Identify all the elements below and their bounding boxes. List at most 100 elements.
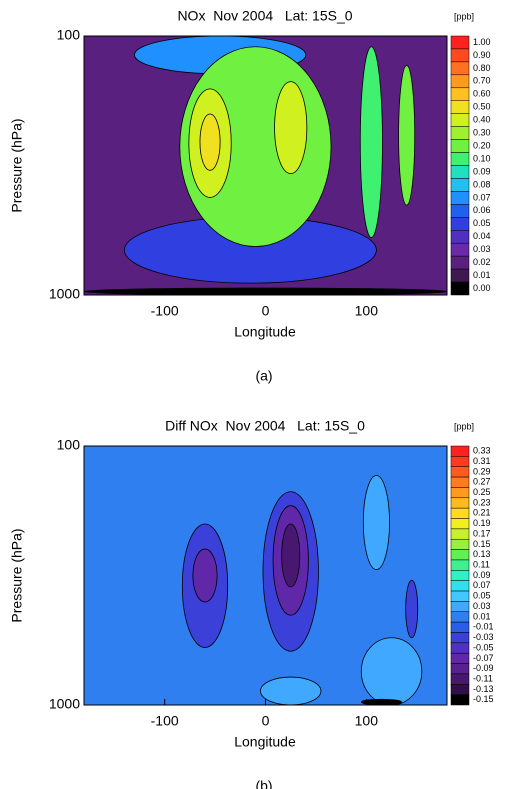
colorbar-label: 0.02 xyxy=(473,257,491,267)
colorbar-label: 0.11 xyxy=(473,560,490,570)
colorbar-label: 0.08 xyxy=(473,179,491,189)
contour-region xyxy=(405,579,419,639)
x-tick-label: 0 xyxy=(262,303,270,319)
colorbar-swatch xyxy=(450,35,470,50)
y-axis-label: Pressure (hPa) xyxy=(9,118,25,212)
colorbar-swatch xyxy=(450,100,470,114)
colorbar-swatch xyxy=(450,139,470,153)
x-tick-label: 0 xyxy=(262,713,270,729)
colorbar-label: 0.60 xyxy=(473,89,491,99)
x-tick-label: -100 xyxy=(151,303,179,319)
colorbar-swatch xyxy=(450,217,470,231)
colorbar-swatch xyxy=(450,113,470,127)
colorbar-label: 0.29 xyxy=(473,466,491,476)
colorbar-label: 0.00 xyxy=(473,283,491,293)
colorbar-label: 0.21 xyxy=(473,508,491,518)
colorbar-swatch xyxy=(450,580,470,592)
colorbar-label: -0.15 xyxy=(473,694,494,704)
chart-title: Diff NOx Nov 2004 Lat: 15S_0 xyxy=(165,418,365,434)
contour-region xyxy=(360,698,403,705)
colorbar-label: -0.13 xyxy=(473,684,494,694)
contour-region xyxy=(359,46,383,238)
colorbar-label: 0.20 xyxy=(473,140,491,150)
contour-region xyxy=(362,475,390,570)
colorbar-swatch xyxy=(450,549,470,561)
colorbar-label: 0.09 xyxy=(473,570,491,580)
colorbar-swatch xyxy=(450,590,470,602)
contours xyxy=(181,475,423,705)
y-tick-label: 1000 xyxy=(49,696,80,712)
y-tick-label: 100 xyxy=(57,437,81,453)
caption: (b) xyxy=(255,778,272,789)
colorbar-label: -0.03 xyxy=(473,632,494,642)
y-axis-label: Pressure (hPa) xyxy=(9,528,25,622)
colorbar-swatch xyxy=(450,230,470,244)
colorbar-label: 0.27 xyxy=(473,477,491,487)
colorbar-swatch xyxy=(450,126,470,140)
contour-region xyxy=(360,637,423,705)
colorbar-label: 0.23 xyxy=(473,497,491,507)
colorbar-label: 0.03 xyxy=(473,601,491,611)
colorbar-unit: [ppb] xyxy=(454,11,474,21)
colorbar-label: 0.10 xyxy=(473,153,491,163)
contour-region xyxy=(260,676,322,705)
colorbar-label: 0.90 xyxy=(473,50,491,60)
colorbar-label: 0.04 xyxy=(473,231,491,241)
colorbar-swatch xyxy=(450,61,470,76)
colorbar-label: 0.19 xyxy=(473,518,491,528)
colorbar-label: 0.07 xyxy=(473,580,491,590)
colorbar-swatch xyxy=(450,601,470,613)
colorbar-label: 0.30 xyxy=(473,128,491,138)
contour-region xyxy=(274,81,308,175)
colorbar-swatch xyxy=(450,559,470,571)
colorbar-label: -0.11 xyxy=(473,673,493,683)
colorbar-label: 0.25 xyxy=(473,487,491,497)
colorbar-swatch xyxy=(450,538,470,550)
colorbar-swatch xyxy=(450,487,470,499)
colorbar-label: 0.33 xyxy=(473,446,491,456)
colorbar-label: -0.09 xyxy=(473,663,494,673)
contour-region xyxy=(281,523,301,588)
panel: -100 0 100 100 1000 Diff NOx Nov 2004 Lat: 15… xyxy=(9,418,494,789)
x-tick-label: 100 xyxy=(355,303,379,319)
colorbar-swatch xyxy=(450,694,470,706)
colorbar-label: -0.01 xyxy=(473,622,494,632)
x-tick-label: 100 xyxy=(355,713,379,729)
colorbar-label: 0.31 xyxy=(473,456,491,466)
colorbar-swatch xyxy=(450,632,470,644)
colorbar-label: 0.06 xyxy=(473,205,491,215)
colorbar-swatch xyxy=(450,621,470,633)
contours xyxy=(84,36,447,295)
colorbar-label: -0.05 xyxy=(473,642,494,652)
colorbar-label: 0.80 xyxy=(473,63,491,73)
caption: (a) xyxy=(255,368,272,384)
colorbar-label: 0.17 xyxy=(473,528,491,538)
colorbar-swatch xyxy=(450,518,470,530)
y-tick-label: 1000 xyxy=(49,286,80,302)
colorbar-swatch xyxy=(450,445,470,457)
x-axis-label: Longitude xyxy=(234,324,296,340)
colorbar-swatch xyxy=(450,178,470,192)
colorbar-swatch xyxy=(450,611,470,623)
colorbar-unit: [ppb] xyxy=(454,421,474,431)
colorbar-swatch xyxy=(450,528,470,540)
contour-region xyxy=(398,65,416,206)
colorbar-swatch xyxy=(450,476,470,488)
colorbar-swatch xyxy=(450,642,470,654)
colorbar-label: 0.05 xyxy=(473,218,491,228)
colorbar-swatch xyxy=(450,663,470,675)
colorbar-swatch xyxy=(450,165,470,179)
colorbar-swatch xyxy=(450,570,470,581)
chart-title: NOx Nov 2004 Lat: 15S_0 xyxy=(177,8,352,24)
x-tick-label: -100 xyxy=(151,713,179,729)
colorbar-label: 1.00 xyxy=(473,37,491,47)
colorbar-label: 0.05 xyxy=(473,591,491,601)
y-tick-label: 100 xyxy=(57,27,81,43)
colorbar-swatch xyxy=(450,507,470,519)
colorbar-swatch xyxy=(450,281,470,296)
colorbar-swatch xyxy=(450,204,470,218)
colorbar-label: 0.15 xyxy=(473,539,491,549)
colorbar-swatch xyxy=(450,268,470,283)
colorbar-label: 0.13 xyxy=(473,549,491,559)
